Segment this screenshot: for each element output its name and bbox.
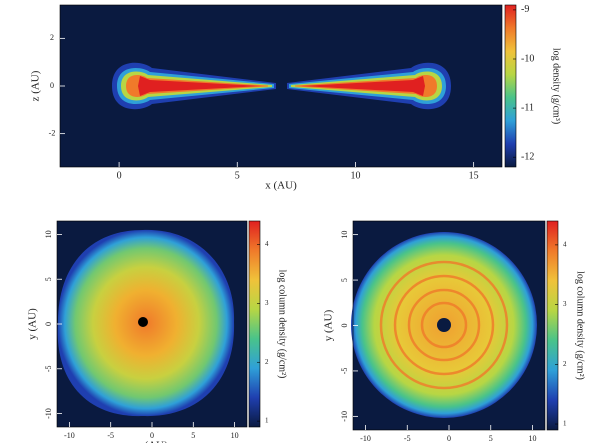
x-tick-label: -10 — [64, 431, 75, 440]
colorbar-tick-label: 2 — [265, 358, 269, 366]
x-tick-label: 10 — [528, 434, 536, 443]
colorbar-tick-label: 3 — [265, 299, 269, 307]
colorbar-tick-label: 2 — [563, 360, 567, 368]
x-tick-label: 5 — [191, 431, 195, 440]
y-tick-label: 0 — [340, 324, 349, 328]
x-tick-label: 10 — [231, 431, 239, 440]
y-axis-label: y (AU) — [323, 309, 335, 341]
y-tick-label: 0 — [44, 322, 53, 326]
y-tick-label: 10 — [44, 230, 53, 238]
colorbar-tick-label: -10 — [521, 53, 534, 64]
x-tick-label: -10 — [360, 434, 371, 443]
y-tick-label: 5 — [44, 277, 53, 281]
colorbar-tick-label: 4 — [265, 240, 269, 248]
y-tick-label: -2 — [49, 128, 56, 137]
colorbar-tick-label: -12 — [521, 151, 534, 162]
image-left — [57, 221, 247, 427]
x-axis-label: x (AU) — [265, 180, 297, 192]
y-tick-label: -10 — [340, 411, 349, 422]
image-top — [60, 5, 502, 167]
y-axis-label: z (AU) — [30, 70, 42, 101]
x-tick-label: 0 — [150, 431, 154, 440]
colorbar — [546, 220, 559, 431]
y-tick-label: 2 — [50, 33, 54, 42]
y-axis-label: y (AU) — [27, 308, 39, 340]
y-tick-label: 5 — [340, 278, 349, 282]
x-tick-label: 0 — [447, 434, 451, 443]
y-tick-label: -5 — [44, 365, 53, 372]
y-tick-label: 0 — [50, 81, 54, 90]
x-tick-label: -5 — [404, 434, 411, 443]
colorbar-label: log column density (g/cm²) — [277, 270, 288, 379]
colorbar-tick-label: -9 — [521, 4, 529, 15]
colorbar-label: log column density (g/cm²) — [575, 271, 586, 380]
y-tick-label: 10 — [340, 231, 349, 239]
colorbar-tick-label: 3 — [563, 300, 567, 308]
y-tick-label: -10 — [44, 408, 53, 419]
colorbar-tick-label: 1 — [563, 420, 567, 428]
colorbar-label: log density (g/cm³) — [551, 48, 562, 124]
x-tick-label: 15 — [469, 170, 479, 181]
x-tick-label: -5 — [107, 431, 114, 440]
x-tick-label: 5 — [235, 170, 240, 181]
colorbar — [248, 220, 261, 428]
x-tick-label: 10 — [350, 170, 360, 181]
x-axis-label: x (AU) — [136, 440, 168, 443]
colorbar — [504, 4, 517, 168]
colorbar-tick-label: 1 — [265, 417, 269, 425]
colorbar-tick-label: -11 — [521, 102, 534, 113]
x-tick-label: 0 — [117, 170, 122, 181]
y-tick-label: -5 — [340, 368, 349, 375]
colorbar-tick-label: 4 — [563, 240, 567, 248]
image-right — [351, 221, 545, 430]
x-tick-label: 5 — [489, 434, 493, 443]
